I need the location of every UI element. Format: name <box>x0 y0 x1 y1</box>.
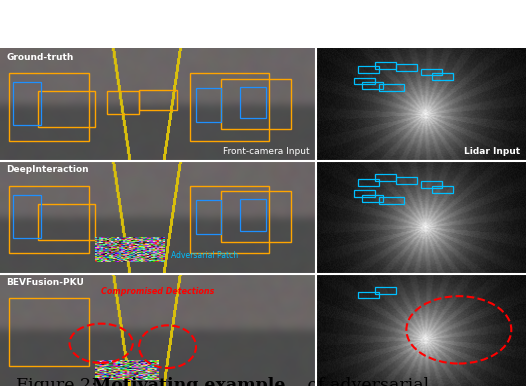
Bar <box>240 86 266 118</box>
Text: BEVFusion-PKU: BEVFusion-PKU <box>6 278 84 287</box>
Bar <box>190 186 269 253</box>
Bar <box>431 73 452 80</box>
Text: Lidar Input: Lidar Input <box>463 147 520 156</box>
Text: Compromised Detections: Compromised Detections <box>102 287 215 296</box>
Bar <box>396 64 417 71</box>
Text: DeepInteraction: DeepInteraction <box>6 166 89 174</box>
Text: Motivating example: Motivating example <box>92 378 286 386</box>
Bar <box>9 73 88 141</box>
Bar <box>107 91 139 113</box>
Bar <box>9 298 88 366</box>
Bar <box>354 190 375 197</box>
Bar <box>396 177 417 183</box>
Bar <box>9 186 88 253</box>
Bar <box>379 197 404 204</box>
Bar <box>421 181 442 188</box>
Bar <box>190 73 269 141</box>
Text: Front-camera Input: Front-camera Input <box>223 147 310 156</box>
Text: Ground-truth: Ground-truth <box>6 53 74 62</box>
Bar <box>375 62 396 69</box>
Bar <box>38 204 95 240</box>
Bar <box>221 79 291 129</box>
Bar <box>362 195 383 201</box>
Bar <box>13 82 41 125</box>
Bar <box>13 195 41 238</box>
Bar <box>354 78 375 84</box>
Bar <box>221 191 291 242</box>
Text: of adversarial: of adversarial <box>302 378 430 386</box>
Bar <box>196 88 221 122</box>
Text: Adversarial Patch: Adversarial Patch <box>171 251 238 260</box>
Bar <box>362 82 383 89</box>
Bar <box>139 90 177 110</box>
Bar <box>379 84 404 91</box>
Bar <box>375 287 396 294</box>
Bar <box>358 292 379 298</box>
Bar <box>240 199 266 231</box>
Bar <box>38 91 95 127</box>
Bar <box>421 69 442 75</box>
Bar <box>358 179 379 186</box>
Text: Figure 2:: Figure 2: <box>16 378 108 386</box>
Bar <box>375 174 396 181</box>
Bar <box>358 66 379 73</box>
Bar <box>431 186 452 193</box>
Bar <box>196 200 221 234</box>
